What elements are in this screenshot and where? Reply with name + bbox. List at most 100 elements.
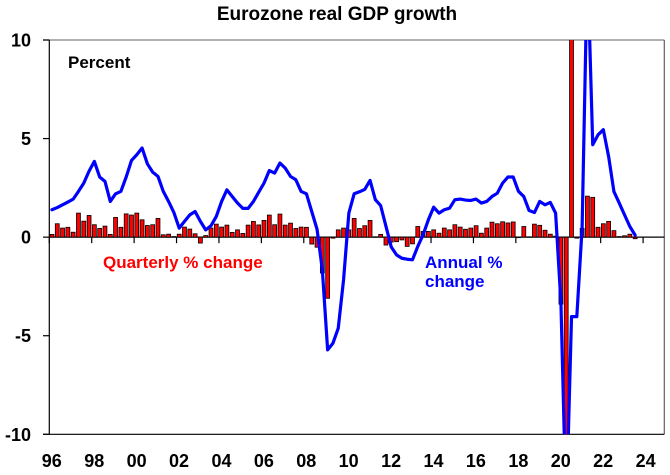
quarterly-bar [150, 224, 156, 238]
x-tick-label: 20 [551, 451, 571, 471]
quarterly-bar [224, 224, 230, 238]
annual-change-label-line2: change [425, 272, 485, 291]
quarterly-bar [463, 228, 468, 238]
y-tick-label: -5 [15, 326, 31, 346]
quarterly-bar [367, 219, 373, 238]
quarterly-bar [266, 214, 272, 238]
quarterly-bar [145, 225, 150, 238]
quarterly-bar [235, 229, 240, 238]
y-tick-label: 5 [21, 129, 31, 149]
quarterly-bar [182, 226, 187, 238]
quarterly-bar [86, 215, 92, 238]
quarterly-bar [357, 228, 362, 238]
quarterly-bars [49, 40, 638, 435]
x-tick-label: 00 [127, 451, 147, 471]
quarterly-bar [298, 226, 304, 238]
x-tick-label: 14 [424, 451, 444, 471]
quarterly-bar [394, 236, 399, 243]
quarterly-bar [616, 236, 622, 238]
quarterly-bar [213, 223, 219, 238]
quarterly-change-label: Quarterly % change [103, 253, 263, 272]
quarterly-bar [49, 233, 55, 238]
quarterly-bar [431, 229, 437, 238]
x-tick-label: 04 [211, 451, 231, 471]
quarterly-bar [373, 236, 378, 238]
x-tick-label: 12 [381, 451, 401, 471]
quarterly-bar [468, 227, 474, 238]
quarterly-bar [410, 236, 415, 245]
quarterly-bar [574, 236, 580, 239]
quarterly-bar [282, 224, 288, 238]
quarterly-bar [489, 221, 495, 238]
quarterly-bar [595, 226, 601, 238]
quarterly-bar [256, 224, 262, 238]
quarterly-bar [139, 219, 145, 238]
x-tick-label: 18 [508, 451, 528, 471]
quarterly-bar [627, 233, 633, 238]
quarterly-bar [473, 225, 479, 238]
quarterly-bar [176, 233, 182, 238]
quarterly-bar [60, 227, 65, 238]
quarterly-bar [54, 223, 60, 238]
quarterly-bar [399, 236, 405, 241]
quarterly-bar [304, 226, 309, 238]
chart-title: Eurozone real GDP growth [217, 4, 457, 25]
quarterly-bar [606, 220, 611, 238]
quarterly-bar [505, 222, 511, 238]
quarterly-bar [81, 220, 87, 238]
quarterly-bar [92, 224, 97, 238]
quarterly-bar [362, 225, 368, 238]
quarterly-bar [219, 226, 224, 238]
quarterly-bar [208, 227, 214, 238]
x-tick-label: 16 [466, 451, 486, 471]
quarterly-bar [585, 195, 590, 238]
x-tick-label: 06 [254, 451, 274, 471]
quarterly-bar [563, 236, 569, 435]
quarterly-bar [611, 230, 617, 238]
quarterly-bar [415, 226, 421, 238]
quarterly-bar [484, 227, 490, 238]
quarterly-bar [261, 219, 267, 238]
quarterly-bar [277, 213, 283, 238]
quarterly-bar [76, 212, 81, 238]
quarterly-bar [600, 223, 606, 238]
quarterly-bar [441, 227, 447, 238]
quarterly-bar [447, 229, 452, 238]
quarterly-bar [240, 233, 246, 238]
quarterly-bar [341, 227, 346, 238]
quarterly-bar [171, 236, 177, 238]
quarterly-bar [70, 231, 76, 238]
quarterly-bar [537, 224, 543, 238]
quarterly-bar [500, 221, 505, 238]
quarterly-bar [198, 236, 203, 244]
annual-change-label-line1: Annual % [425, 253, 502, 272]
quarterly-bar [452, 224, 458, 238]
unit-label: Percent [68, 53, 131, 72]
quarterly-bar [510, 221, 516, 238]
x-tick-label: 02 [169, 451, 189, 471]
quarterly-bar [251, 220, 256, 238]
quarterly-bar [436, 232, 442, 238]
quarterly-bar [155, 218, 161, 238]
quarterly-bar [526, 236, 532, 238]
quarterly-bar [97, 228, 103, 238]
quarterly-bar [166, 233, 171, 238]
quarterly-bar [203, 235, 209, 238]
quarterly-bar [245, 224, 251, 238]
y-tick-label: 10 [11, 31, 31, 51]
quarterly-bar [479, 232, 484, 238]
quarterly-bar [118, 226, 124, 238]
quarterly-bar [532, 223, 537, 238]
quarterly-bar [383, 236, 389, 246]
quarterly-bar [426, 231, 431, 238]
quarterly-bar [160, 234, 166, 238]
y-tick-label: -10 [5, 425, 31, 445]
x-tick-label: 10 [339, 451, 359, 471]
y-tick-label: 0 [21, 228, 31, 248]
quarterly-bar [521, 226, 527, 238]
quarterly-bar [404, 236, 410, 247]
quarterly-bar [516, 236, 521, 239]
x-tick-label: 08 [296, 451, 316, 471]
x-tick-label: 96 [42, 451, 62, 471]
